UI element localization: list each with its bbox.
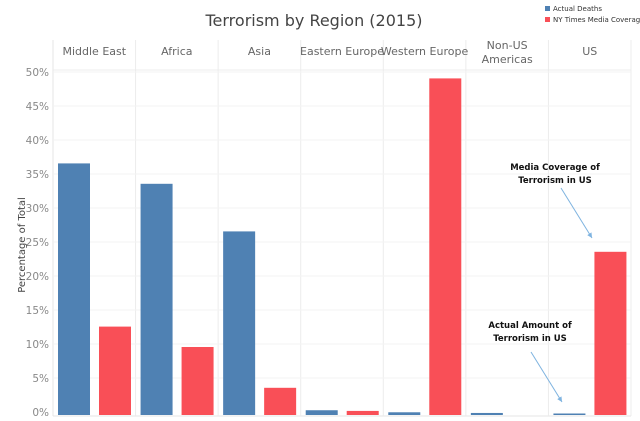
- y-tick-label: 5%: [32, 373, 49, 385]
- y-tick-label: 45%: [26, 101, 49, 113]
- category-header: Non-US: [487, 39, 528, 52]
- annotation-text: Actual Amount of: [488, 321, 572, 331]
- category-headers: Middle East Africa Asia Eastern EuropeWeste…: [62, 39, 597, 66]
- category-header: Africa: [161, 45, 192, 58]
- annotation-arrow: [560, 187, 593, 239]
- y-tick-label: 25%: [26, 237, 49, 249]
- bar-media-coverage: [264, 387, 297, 415]
- y-tick-label: 50%: [26, 67, 49, 79]
- y-tick-label: 0%: [32, 407, 49, 419]
- category-header: Americas: [482, 53, 533, 66]
- category-header: Asia: [248, 45, 271, 58]
- bar-actual-deaths: [305, 410, 338, 415]
- gridlines: [52, 40, 632, 417]
- bar-media-coverage: [594, 251, 627, 415]
- annotation-text: Terrorism in US: [493, 334, 567, 344]
- category-header: Western Europe: [381, 45, 469, 58]
- y-axis-label: Percentage of Total: [17, 197, 28, 293]
- bar-media-coverage: [99, 326, 131, 415]
- category-header: Middle East: [62, 45, 126, 58]
- category-header: US: [582, 45, 597, 58]
- y-tick-label: 35%: [26, 169, 49, 181]
- category-header: Eastern Europe: [300, 45, 384, 58]
- legend-label: Actual Deaths: [553, 5, 602, 13]
- bar-actual-deaths: [58, 163, 90, 415]
- bar-actual-deaths: [223, 231, 256, 415]
- legend-swatch: [545, 6, 550, 11]
- y-tick-label: 30%: [26, 203, 49, 215]
- bar-actual-deaths: [140, 183, 173, 415]
- y-tick-label: 15%: [26, 305, 49, 317]
- annotation-arrow: [530, 351, 563, 403]
- y-axis: 0% 5% 10% 15% 20% 25% 30% 35% 40% 45% 50%: [26, 67, 49, 419]
- bar-actual-deaths: [470, 412, 503, 415]
- y-tick-label: 10%: [26, 339, 49, 351]
- arrowhead-icon: [557, 396, 562, 402]
- bar-media-coverage: [346, 410, 379, 415]
- y-tick-label: 40%: [26, 135, 49, 147]
- legend: Actual Deaths NY Times Media Coverage: [545, 5, 640, 24]
- bar-media-coverage: [429, 78, 462, 416]
- chart-title: Terrorism by Region (2015): [204, 11, 422, 30]
- bar-actual-deaths: [388, 412, 421, 415]
- bars: [58, 78, 627, 416]
- y-tick-label: 20%: [26, 271, 49, 283]
- arrowhead-icon: [587, 232, 592, 238]
- bar-actual-deaths: [553, 413, 586, 415]
- bar-media-coverage: [181, 347, 214, 415]
- annotations: Media Coverage of Terrorism in US Actual A…: [488, 163, 600, 403]
- annotation-text: Terrorism in US: [518, 176, 592, 186]
- legend-label: NY Times Media Coverage: [553, 16, 640, 24]
- legend-swatch: [545, 17, 550, 22]
- annotation-text: Media Coverage of: [510, 163, 600, 173]
